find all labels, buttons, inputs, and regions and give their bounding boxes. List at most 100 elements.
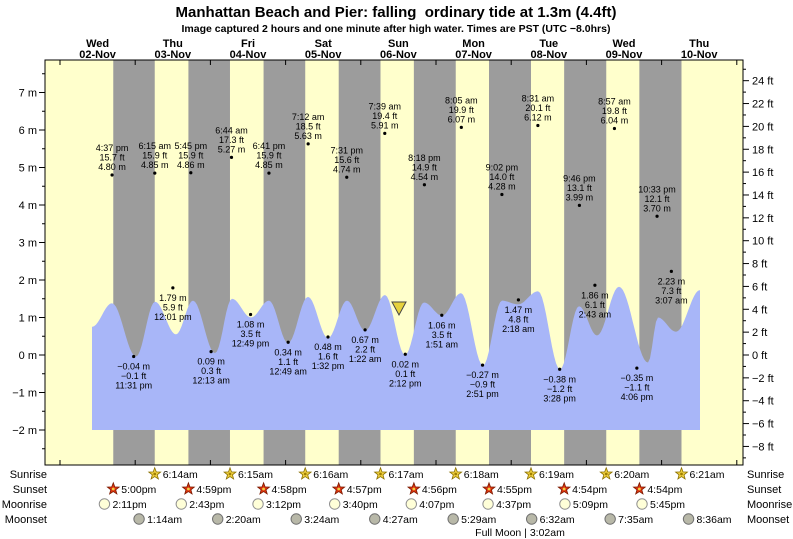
tide-annotation-line: 14.0 ft xyxy=(489,172,515,182)
tide-annotation-line: 17.3 ft xyxy=(219,135,245,145)
sunrise-icon-center xyxy=(153,472,157,476)
sunrise-time: 6:14am xyxy=(163,469,198,481)
tide-annotation-line: 4.8 ft xyxy=(508,314,529,324)
moonset-icon xyxy=(133,513,145,525)
axes: −2 m −1 m 0 m 1 m 2 m 3 m 4 m 5 m 6 m 7 m −8 ft −6 … xyxy=(12,59,774,466)
tide-extreme-dot xyxy=(209,350,213,354)
astronomy-rows: Sunrise Sunrise 6:14am 6:15am 6:16am 6:17am 6:… xyxy=(2,466,792,539)
left-axis-tick-label: −1 m xyxy=(12,388,37,400)
sunset-icon-center xyxy=(337,487,341,491)
chart-subtitle: Image captured 2 hours and one minute af… xyxy=(182,23,611,35)
tide-annotation-line: −0.1 ft xyxy=(121,371,147,381)
sunrise-time: 6:20am xyxy=(614,469,649,481)
moonset-time: 1:14am xyxy=(147,514,182,526)
tide-annotation-line: −0.9 ft xyxy=(470,380,496,390)
moonrise-time: 2:11pm xyxy=(112,499,146,511)
left-axis-tick-label: 0 m xyxy=(19,350,37,362)
tide-annotation-line: 14.9 ft xyxy=(412,162,438,172)
tide-annotation-line: 7.3 ft xyxy=(661,286,682,296)
tide-extreme-dot xyxy=(558,367,562,371)
tide-annotation-line: 3:07 am xyxy=(655,295,688,305)
sunrise-time: 6:17am xyxy=(388,469,423,481)
sunrise-time: 6:21am xyxy=(689,469,724,481)
sunset-time: 4:54pm xyxy=(572,484,607,496)
tide-extreme-dot xyxy=(171,286,175,290)
tide-annotation-line: 19.4 ft xyxy=(372,111,398,121)
moonset-icon xyxy=(369,513,381,525)
tide-extreme-dot xyxy=(612,126,617,131)
day-name: Sun xyxy=(388,38,409,50)
tide-annotation-line: −1.1 ft xyxy=(624,383,650,393)
sunrise-time: 6:16am xyxy=(313,469,348,481)
tide-annotation-line: 4.85 m xyxy=(141,160,169,170)
tide-annotation-line: −0.27 m xyxy=(466,370,499,380)
tide-annotation-line: 8:31 am xyxy=(522,94,555,104)
tide-extreme-dot xyxy=(655,214,659,218)
tide-annotation-line: 1:22 am xyxy=(349,354,382,364)
day-date: 04-Nov xyxy=(230,49,268,61)
low-tide-annotation: 1.06 m3.5 ft1:51 am xyxy=(426,313,459,349)
tide-extreme-dot xyxy=(669,269,673,273)
right-axis-tick-label: 14 ft xyxy=(752,190,773,202)
tide-annotation-line: 1:32 pm xyxy=(312,361,345,371)
tide-annotation-line: 2:43 am xyxy=(579,309,612,319)
sunset-icon-center xyxy=(111,487,115,491)
sunrise-time: 6:18am xyxy=(464,469,499,481)
tide-extreme-dot xyxy=(306,142,310,146)
tide-annotation-line: 9:46 pm xyxy=(563,173,596,183)
day-labels: Wed02-NovThu03-NovFri04-NovSat05-NovSun0… xyxy=(79,38,718,61)
sunset-time: 4:56pm xyxy=(422,484,457,496)
moonset-time: 5:29am xyxy=(461,514,496,526)
moonset-time: 7:35am xyxy=(618,514,653,526)
moonset-row-label-left: Moonset xyxy=(5,514,47,526)
moonset-icon xyxy=(525,513,538,525)
tide-annotation-line: −1.2 ft xyxy=(547,384,573,394)
left-axis-tick-label: −2 m xyxy=(12,425,37,437)
right-axis-tick-label: 6 ft xyxy=(752,281,767,293)
tide-annotation-line: 1.86 m xyxy=(581,290,609,300)
moonset-time: 4:27am xyxy=(383,514,418,526)
tide-annotation-line: 1:51 am xyxy=(426,339,459,349)
tide-annotation-line: 1.6 ft xyxy=(318,352,339,362)
day-date: 08-Nov xyxy=(530,49,568,61)
tide-extreme-dot xyxy=(326,335,330,339)
low-tide-annotation: 0.02 m0.1 ft2:12 pm xyxy=(389,352,422,388)
day-date: 03-Nov xyxy=(154,49,192,61)
tide-extreme-dot xyxy=(110,173,114,177)
current-tide-marker-group xyxy=(391,301,407,317)
moonset-icon xyxy=(604,513,616,525)
tide-annotation-line: 15.6 ft xyxy=(334,155,360,165)
tide-annotation-line: 4:37 pm xyxy=(96,143,129,153)
tide-annotation-line: 4.28 m xyxy=(488,182,516,192)
tide-extreme-dot xyxy=(363,328,367,332)
moonset-time: 8:36am xyxy=(697,514,732,526)
tide-extreme-dot xyxy=(500,192,504,197)
tide-extreme-dot xyxy=(440,313,444,317)
moonset-time: 6:32am xyxy=(540,514,575,526)
tide-annotation-line: 12:01 pm xyxy=(154,312,192,322)
right-axis-tick-label: −8 ft xyxy=(752,441,774,453)
plot-border xyxy=(44,59,744,466)
tide-annotation-line: 0.67 m xyxy=(351,335,379,345)
tide-annotation-line: 0.34 m xyxy=(274,347,302,357)
tide-annotation-line: 5:45 pm xyxy=(175,141,208,151)
tide-extreme-dot xyxy=(132,354,136,359)
right-axis-tick-label: 10 ft xyxy=(752,236,773,248)
tide-extreme-dot xyxy=(536,123,540,128)
tide-annotation-line: −0.38 m xyxy=(543,374,576,384)
tide-annotation-line: 0.3 ft xyxy=(201,366,222,376)
sunrise-icon-center xyxy=(379,472,382,476)
tide-extreme-dot xyxy=(153,171,157,175)
moonrise-time: 4:37pm xyxy=(496,499,531,511)
